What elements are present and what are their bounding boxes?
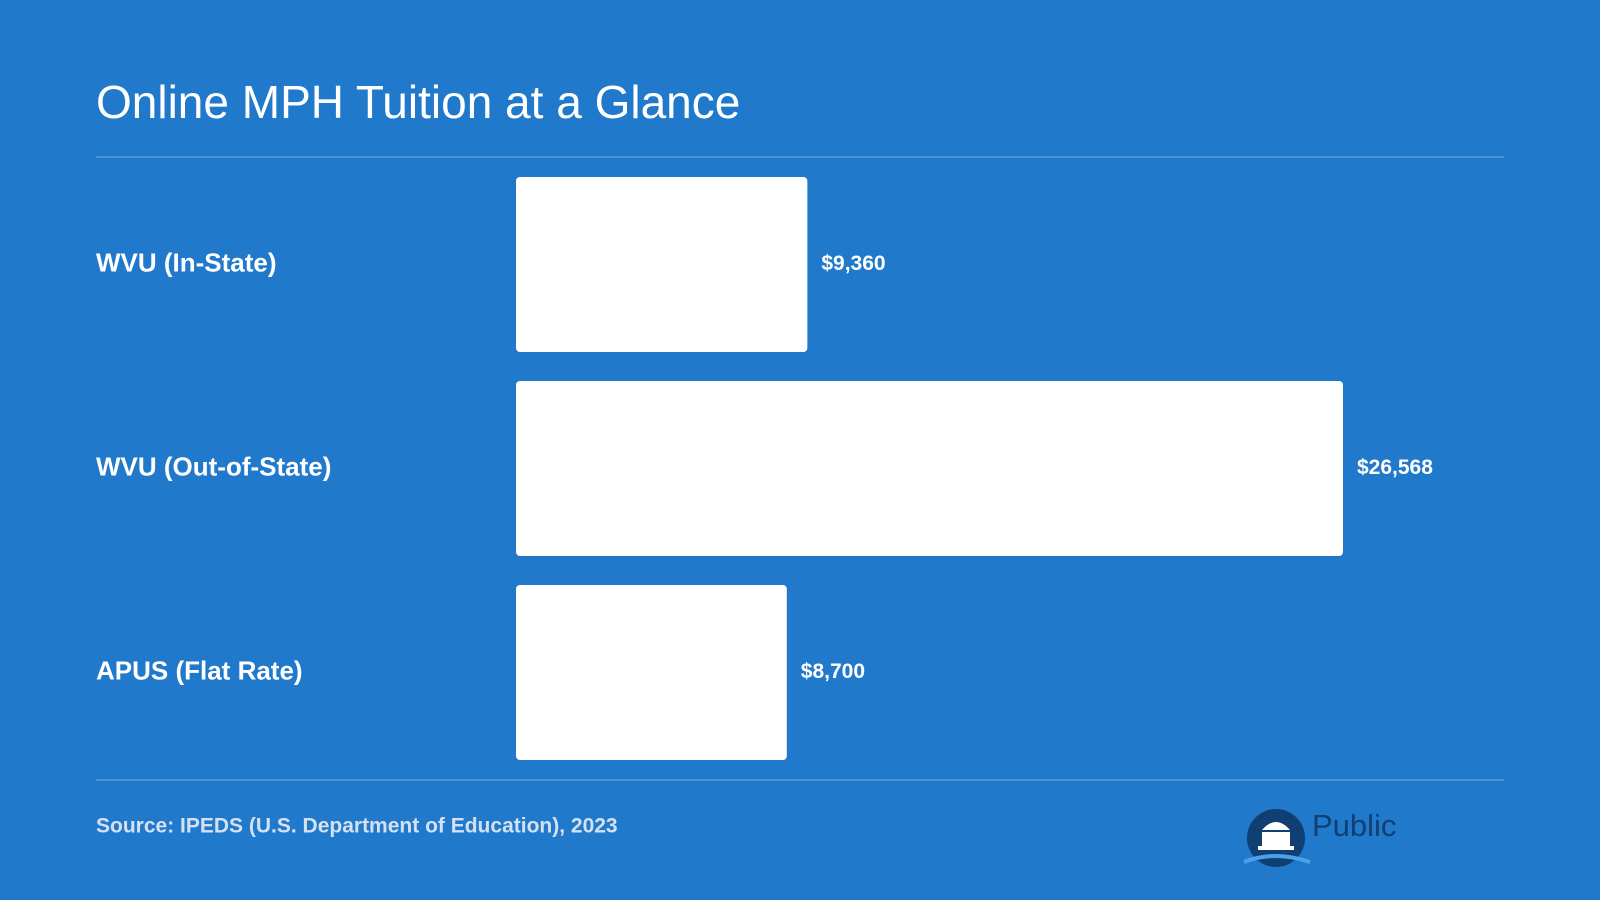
logo-text: Public xyxy=(1312,808,1396,843)
source-note: Source: IPEDS (U.S. Department of Educat… xyxy=(96,815,618,838)
bar xyxy=(516,381,1343,556)
logo-wave xyxy=(1243,854,1311,864)
category-label: APUS (Flat Rate) xyxy=(96,655,303,685)
chart-title: Online MPH Tuition at a Glance xyxy=(96,76,740,128)
value-label: $26,568 xyxy=(1357,456,1433,479)
bar xyxy=(516,177,808,352)
category-label: WVU (Out-of-State) xyxy=(96,451,331,481)
value-label: $9,360 xyxy=(821,252,885,275)
category-label: WVU (In-State) xyxy=(96,247,277,277)
logo: Public xyxy=(1243,808,1396,867)
value-label: $8,700 xyxy=(801,660,865,683)
bar xyxy=(516,585,787,760)
logo-capitol xyxy=(1258,822,1294,850)
